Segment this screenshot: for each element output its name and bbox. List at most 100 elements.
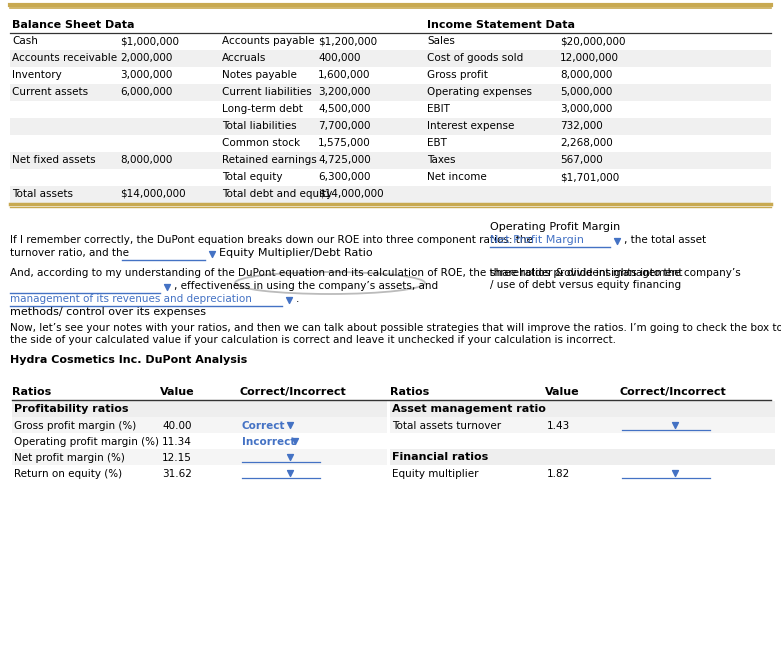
Text: , the total asset: , the total asset — [624, 235, 706, 245]
Bar — [12, 417, 387, 433]
Text: $14,000,000: $14,000,000 — [120, 189, 186, 199]
Text: 7,700,000: 7,700,000 — [318, 121, 370, 131]
Text: 5,000,000: 5,000,000 — [560, 87, 612, 97]
Text: 40.00: 40.00 — [162, 421, 191, 431]
Bar — [10, 118, 771, 135]
Text: $14,000,000: $14,000,000 — [318, 189, 383, 199]
Point — [284, 420, 296, 430]
Text: 732,000: 732,000 — [560, 121, 603, 131]
Text: Taxes: Taxes — [427, 155, 455, 165]
Text: Total assets turnover: Total assets turnover — [392, 421, 501, 431]
Text: the side of your calculated value if your calculation is correct and leave it un: the side of your calculated value if you… — [10, 335, 616, 345]
Text: Correct/Incorrect: Correct/Incorrect — [620, 387, 727, 397]
Text: Long-term debt: Long-term debt — [222, 104, 303, 114]
Text: Net profit margin (%): Net profit margin (%) — [14, 453, 125, 463]
Text: 1,600,000: 1,600,000 — [318, 70, 370, 80]
Text: Cost of goods sold: Cost of goods sold — [427, 53, 523, 63]
Point — [611, 236, 623, 246]
Text: Total debt and equity: Total debt and equity — [222, 189, 333, 199]
Bar — [10, 84, 771, 101]
Text: Value: Value — [160, 387, 194, 397]
Text: Net Profit Margin: Net Profit Margin — [490, 235, 584, 245]
Text: 6,300,000: 6,300,000 — [318, 172, 370, 182]
Text: 567,000: 567,000 — [560, 155, 603, 165]
Text: 4,725,000: 4,725,000 — [318, 155, 371, 165]
Bar — [10, 186, 771, 203]
Bar — [12, 449, 387, 465]
Bar — [10, 101, 771, 118]
Bar — [10, 18, 771, 33]
Bar — [390, 417, 775, 433]
Text: Value: Value — [545, 387, 580, 397]
Text: EBT: EBT — [427, 138, 447, 148]
Text: Total equity: Total equity — [222, 172, 283, 182]
Bar — [10, 50, 771, 67]
Text: Profitability ratios: Profitability ratios — [14, 404, 129, 414]
Text: shareholder & divident management: shareholder & divident management — [490, 268, 683, 278]
Text: Income Statement Data: Income Statement Data — [427, 20, 575, 30]
Text: Current liabilities: Current liabilities — [222, 87, 312, 97]
Text: Current assets: Current assets — [12, 87, 88, 97]
Text: 8,000,000: 8,000,000 — [120, 155, 173, 165]
Point — [284, 468, 296, 478]
Text: Hydra Cosmetics Inc. DuPont Analysis: Hydra Cosmetics Inc. DuPont Analysis — [10, 355, 248, 365]
Text: Total assets: Total assets — [12, 189, 73, 199]
Point — [161, 282, 173, 293]
Text: $1,701,000: $1,701,000 — [560, 172, 619, 182]
Text: Retained earnings: Retained earnings — [222, 155, 317, 165]
Text: 12.15: 12.15 — [162, 453, 192, 463]
Text: Now, let’s see your notes with your ratios, and then we can talk about possible : Now, let’s see your notes with your rati… — [10, 323, 781, 333]
Text: EBIT: EBIT — [427, 104, 450, 114]
Text: / use of debt versus equity financing: / use of debt versus equity financing — [490, 280, 681, 290]
Text: Ratios: Ratios — [12, 387, 52, 397]
Text: Operating Profit Margin: Operating Profit Margin — [490, 222, 620, 232]
Text: Balance Sheet Data: Balance Sheet Data — [12, 20, 134, 30]
Bar — [10, 33, 771, 50]
Text: Gross profit margin (%): Gross profit margin (%) — [14, 421, 136, 431]
Bar — [10, 152, 771, 169]
Point — [669, 420, 681, 430]
Text: 31.62: 31.62 — [162, 469, 192, 479]
Text: Incorrect: Incorrect — [242, 437, 295, 447]
Text: 3,000,000: 3,000,000 — [120, 70, 173, 80]
Text: Equity multiplier: Equity multiplier — [392, 469, 479, 479]
Text: $1,200,000: $1,200,000 — [318, 36, 377, 46]
Text: And, according to my understanding of the DuPont equation and its calculation of: And, according to my understanding of th… — [10, 268, 740, 278]
Bar — [390, 449, 775, 465]
Text: Asset management ratio: Asset management ratio — [392, 404, 546, 414]
Text: , effectiveness in using the company’s assets, and: , effectiveness in using the company’s a… — [174, 281, 438, 291]
Bar — [390, 433, 775, 449]
Text: Return on equity (%): Return on equity (%) — [14, 469, 122, 479]
Bar — [390, 401, 775, 417]
Point — [205, 248, 218, 259]
Text: Ratios: Ratios — [390, 387, 430, 397]
Text: Interest expense: Interest expense — [427, 121, 515, 131]
Bar — [390, 465, 775, 481]
Text: Correct: Correct — [242, 421, 286, 431]
Text: management of its revenues and depreciation: management of its revenues and depreciat… — [10, 294, 252, 304]
Text: 1.43: 1.43 — [547, 421, 570, 431]
Text: 3,200,000: 3,200,000 — [318, 87, 370, 97]
Text: 1,575,000: 1,575,000 — [318, 138, 371, 148]
Bar — [12, 401, 387, 417]
Text: 12,000,000: 12,000,000 — [560, 53, 619, 63]
Text: Equity Multiplier/Debt Ratio: Equity Multiplier/Debt Ratio — [219, 248, 373, 258]
Text: methods/ control over its expenses: methods/ control over its expenses — [10, 307, 206, 317]
Text: Correct/Incorrect: Correct/Incorrect — [240, 387, 347, 397]
Text: 2,000,000: 2,000,000 — [120, 53, 173, 63]
Text: $20,000,000: $20,000,000 — [560, 36, 626, 46]
Bar — [10, 67, 771, 84]
Text: Inventory: Inventory — [12, 70, 62, 80]
Bar — [12, 433, 387, 449]
Point — [283, 295, 295, 305]
Point — [669, 468, 681, 478]
Text: 3,000,000: 3,000,000 — [560, 104, 612, 114]
Text: 4,500,000: 4,500,000 — [318, 104, 370, 114]
Bar — [10, 169, 771, 186]
Text: If I remember correctly, the DuPont equation breaks down our ROE into three comp: If I remember correctly, the DuPont equa… — [10, 235, 533, 245]
Text: Financial ratios: Financial ratios — [392, 452, 488, 462]
Text: Operating profit margin (%): Operating profit margin (%) — [14, 437, 159, 447]
Text: Notes payable: Notes payable — [222, 70, 297, 80]
Text: .: . — [296, 294, 299, 304]
Bar — [12, 465, 387, 481]
